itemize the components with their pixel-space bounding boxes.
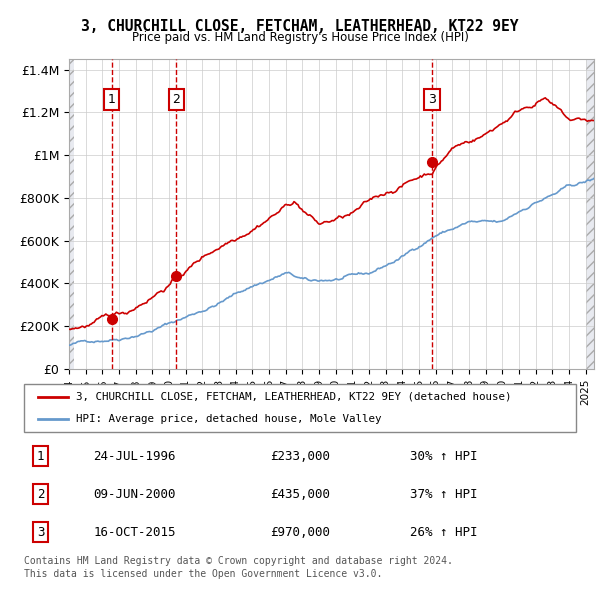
Text: 16-OCT-2015: 16-OCT-2015 — [93, 526, 176, 539]
Text: Contains HM Land Registry data © Crown copyright and database right 2024.: Contains HM Land Registry data © Crown c… — [24, 556, 453, 566]
Text: 30% ↑ HPI: 30% ↑ HPI — [410, 450, 477, 463]
Text: 2: 2 — [37, 487, 44, 501]
Bar — [586, 59, 594, 369]
Text: £233,000: £233,000 — [270, 450, 330, 463]
Bar — [69, 59, 74, 369]
Text: Price paid vs. HM Land Registry's House Price Index (HPI): Price paid vs. HM Land Registry's House … — [131, 31, 469, 44]
Text: 24-JUL-1996: 24-JUL-1996 — [93, 450, 176, 463]
Text: 3: 3 — [428, 93, 436, 106]
Text: 26% ↑ HPI: 26% ↑ HPI — [410, 526, 477, 539]
Text: 3, CHURCHILL CLOSE, FETCHAM, LEATHERHEAD, KT22 9EY: 3, CHURCHILL CLOSE, FETCHAM, LEATHERHEAD… — [81, 19, 519, 34]
Text: 37% ↑ HPI: 37% ↑ HPI — [410, 487, 477, 501]
Text: HPI: Average price, detached house, Mole Valley: HPI: Average price, detached house, Mole… — [76, 414, 382, 424]
Text: £970,000: £970,000 — [270, 526, 330, 539]
Text: 1: 1 — [108, 93, 116, 106]
FancyBboxPatch shape — [24, 384, 576, 432]
Text: 3, CHURCHILL CLOSE, FETCHAM, LEATHERHEAD, KT22 9EY (detached house): 3, CHURCHILL CLOSE, FETCHAM, LEATHERHEAD… — [76, 392, 512, 402]
Text: 3: 3 — [37, 526, 44, 539]
Text: This data is licensed under the Open Government Licence v3.0.: This data is licensed under the Open Gov… — [24, 569, 382, 579]
Text: £435,000: £435,000 — [270, 487, 330, 501]
Text: 09-JUN-2000: 09-JUN-2000 — [93, 487, 176, 501]
Text: 2: 2 — [172, 93, 180, 106]
Text: 1: 1 — [37, 450, 44, 463]
